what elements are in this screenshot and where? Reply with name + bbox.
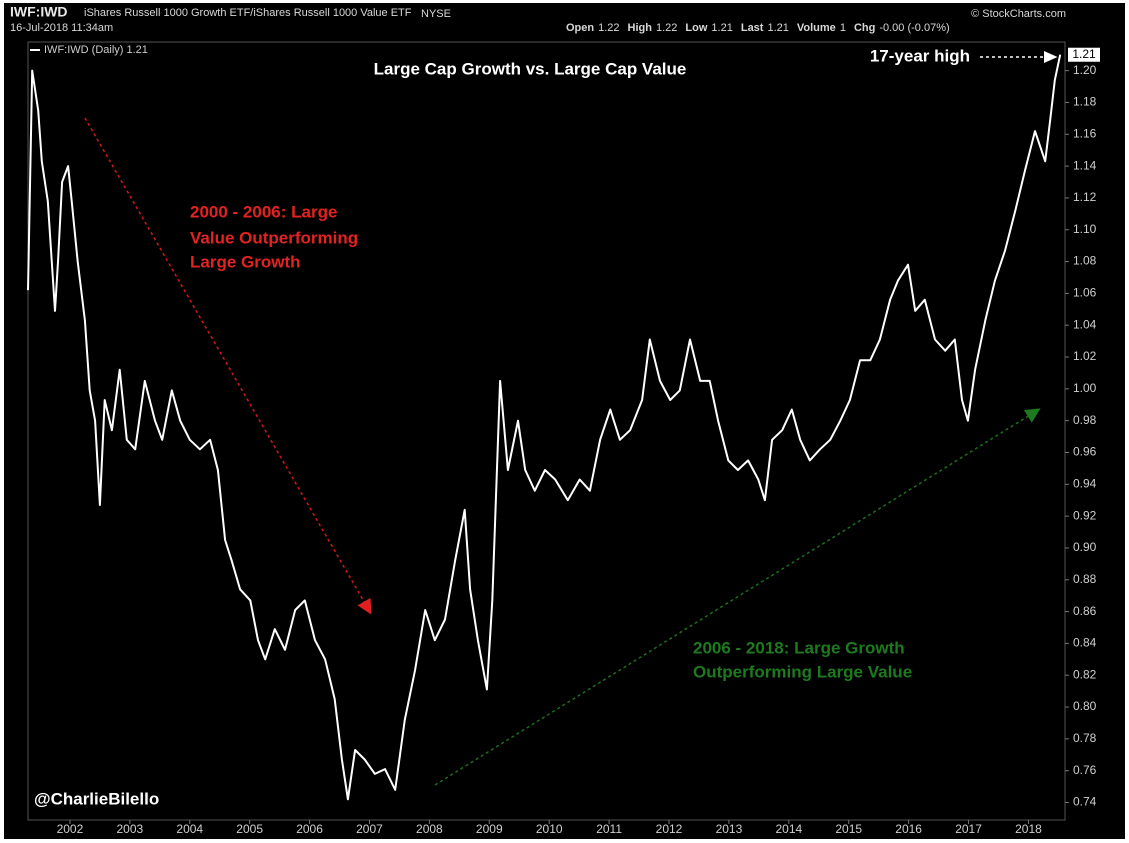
- y-tick-label: 0.78: [1073, 731, 1097, 745]
- y-tick-label: 0.90: [1073, 540, 1097, 554]
- y-tick-label: 0.94: [1073, 476, 1097, 490]
- x-tick-label: 2016: [895, 822, 922, 836]
- annotation: 17-year high: [870, 46, 970, 65]
- x-tick-label: 2015: [835, 822, 862, 836]
- source: © StockCharts.com: [971, 8, 1066, 20]
- annotation: 2000 - 2006: Large: [190, 202, 337, 221]
- x-tick-label: 2002: [57, 822, 84, 836]
- y-tick-label: 0.96: [1073, 445, 1097, 459]
- x-tick-label: 2012: [656, 822, 683, 836]
- y-tick-label: 0.84: [1073, 636, 1097, 650]
- y-tick-label: 1.16: [1073, 126, 1097, 140]
- quote-value: 1: [840, 22, 846, 34]
- y-tick-label: 1.18: [1073, 95, 1097, 109]
- y-tick-label: 1.14: [1073, 158, 1097, 172]
- quote-label: High: [628, 22, 653, 34]
- x-tick-label: 2013: [716, 822, 743, 836]
- x-tick-label: 2009: [476, 822, 503, 836]
- y-tick-label: 0.88: [1073, 572, 1097, 586]
- quote-value: -0.00 (-0.07%): [879, 22, 949, 34]
- legend-label: IWF:IWD (Daily) 1.21: [44, 44, 148, 56]
- quote-label: Open: [566, 22, 594, 34]
- rise-arrow: [434, 408, 1041, 786]
- exchange: NYSE: [421, 8, 451, 20]
- x-tick-label: 2008: [416, 822, 443, 836]
- x-tick-label: 2005: [236, 822, 263, 836]
- y-tick-label: 0.82: [1073, 667, 1097, 681]
- y-tick-label: 1.20: [1073, 63, 1097, 77]
- y-tick-label: 0.80: [1073, 699, 1097, 713]
- annotation: Value Outperforming: [190, 228, 358, 247]
- x-tick-label: 2018: [1015, 822, 1042, 836]
- chart-title: Large Cap Growth vs. Large Cap Value: [374, 59, 687, 78]
- credit: @CharlieBilello: [34, 789, 159, 808]
- y-tick-label: 1.00: [1073, 381, 1097, 395]
- quote-value: 1.21: [767, 22, 788, 34]
- quote-value: 1.21: [711, 22, 732, 34]
- x-tick-label: 2011: [596, 822, 622, 836]
- description: iShares Russell 1000 Growth ETF/iShares …: [84, 7, 412, 19]
- x-tick-label: 2007: [356, 822, 383, 836]
- quote-label: Last: [741, 22, 764, 34]
- symbol: IWF:IWD: [10, 4, 68, 20]
- date: 16-Jul-2018 11:34am: [10, 22, 113, 34]
- x-tick-label: 2017: [955, 822, 982, 836]
- price-line: [27, 54, 1062, 801]
- annotation: 2006 - 2018: Large Growth: [693, 638, 905, 657]
- quote-value: 1.22: [598, 22, 619, 34]
- annotation: Outperforming Large Value: [693, 662, 912, 681]
- annotation: Large Growth: [190, 252, 301, 271]
- y-tick-label: 0.86: [1073, 604, 1097, 618]
- plot-frame: [27, 41, 1066, 821]
- y-tick-label: 1.12: [1073, 190, 1097, 204]
- quote-value: 1.22: [656, 22, 677, 34]
- quote-label: Chg: [854, 22, 875, 34]
- y-tick-label: 0.98: [1073, 413, 1097, 427]
- y-tick-label: 1.10: [1073, 222, 1097, 236]
- last-value-label: 1.21: [1072, 47, 1096, 61]
- y-tick-label: 1.02: [1073, 349, 1097, 363]
- header: IWF:IWD iShares Russell 1000 Growth ETF/…: [10, 4, 1066, 34]
- x-tick-label: 2006: [296, 822, 323, 836]
- y-tick-label: 1.06: [1073, 286, 1097, 300]
- x-tick-label: 2014: [775, 822, 802, 836]
- quote-label: Volume: [797, 22, 836, 34]
- y-tick-label: 0.76: [1073, 763, 1097, 777]
- y-tick-label: 1.08: [1073, 254, 1097, 268]
- decline-arrow: [84, 117, 372, 615]
- x-tick-label: 2010: [536, 822, 563, 836]
- y-tick-label: 0.92: [1073, 508, 1097, 522]
- y-tick-label: 0.74: [1073, 795, 1097, 809]
- chart-background: [4, 3, 1125, 839]
- x-tick-label: 2003: [116, 822, 143, 836]
- quote-label: Low: [685, 22, 707, 34]
- y-tick-label: 1.04: [1073, 317, 1097, 331]
- x-tick-label: 2004: [176, 822, 203, 836]
- last-value-box: [1068, 47, 1100, 62]
